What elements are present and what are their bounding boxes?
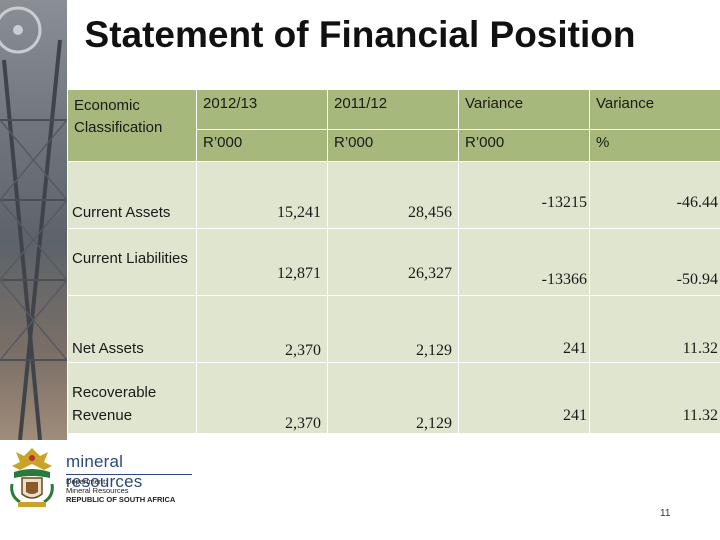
cell-variance: 241 xyxy=(458,362,590,434)
table-row: Recoverable Revenue 2,370 2,129 241 11.3… xyxy=(67,362,720,434)
cell-2012-13: 15,241 xyxy=(196,161,328,229)
department-line3: REPUBLIC OF SOUTH AFRICA xyxy=(66,495,176,504)
cell-variance-pct: 11.32 xyxy=(589,362,720,434)
cell-2011-12: 26,327 xyxy=(327,228,459,296)
table-subheader-row: R’000 R’000 R’000 % xyxy=(68,129,720,162)
cell-variance-pct: -46.44 xyxy=(589,161,720,229)
slide-title: Statement of Financial Position xyxy=(84,14,636,55)
row-label: Net Assets xyxy=(67,295,197,363)
cell-2011-12: 2,129 xyxy=(327,362,459,434)
brand-name: mineral resources xyxy=(66,452,143,491)
department-line2: Mineral Resources xyxy=(66,486,129,495)
row-label: Current Liabilities xyxy=(67,228,197,296)
cell-variance: -13215 xyxy=(458,161,590,229)
department-line1: Department: xyxy=(66,477,108,486)
cell-2012-13: 2,370 xyxy=(196,295,328,363)
header-2011-12: 2011/12 xyxy=(327,89,459,130)
page-number: 11 xyxy=(660,508,671,519)
header-variance: Variance xyxy=(458,89,590,130)
financial-position-table-container: Economic Classification 2012/13 2011/12 … xyxy=(67,89,720,434)
table-row: Current Liabilities 12,871 26,327 -13366… xyxy=(67,228,720,296)
header-2012-13: 2012/13 xyxy=(196,89,328,130)
cell-variance-pct: 11.32 xyxy=(589,295,720,363)
cell-variance: 241 xyxy=(458,295,590,363)
subheader-2011-12-unit: R’000 xyxy=(327,129,459,162)
subheader-variance-unit: R’000 xyxy=(458,129,590,162)
background-photo-mine-headgear xyxy=(0,0,67,440)
cell-2012-13: 2,370 xyxy=(196,362,328,434)
department-logo: mineral resources Department: Mineral Re… xyxy=(4,444,194,510)
subheader-variance-pct-unit: % xyxy=(589,129,720,162)
cell-variance-pct: -50.94 xyxy=(589,228,720,296)
table-header-row: Economic Classification 2012/13 2011/12 … xyxy=(67,89,720,162)
financial-position-table: Economic Classification 2012/13 2011/12 … xyxy=(67,89,720,434)
subheader-2012-13-unit: R’000 xyxy=(196,129,328,162)
cell-2012-13: 12,871 xyxy=(196,228,328,296)
department-text: Department: Mineral Resources REPUBLIC O… xyxy=(66,477,175,504)
row-label: Recoverable Revenue xyxy=(67,362,197,434)
cell-variance: -13366 xyxy=(458,228,590,296)
table-row: Current Assets 15,241 28,456 -13215 -46.… xyxy=(67,161,720,229)
coat-of-arms-icon xyxy=(10,448,54,507)
cell-2011-12: 28,456 xyxy=(327,161,459,229)
header-variance-pct: Variance xyxy=(589,89,720,130)
header-economic-classification: Economic Classification xyxy=(67,89,197,162)
row-label: Current Assets xyxy=(67,161,197,229)
cell-2011-12: 2,129 xyxy=(327,295,459,363)
brand-divider xyxy=(66,474,192,475)
table-row: Net Assets 2,370 2,129 241 11.32 xyxy=(67,295,720,363)
